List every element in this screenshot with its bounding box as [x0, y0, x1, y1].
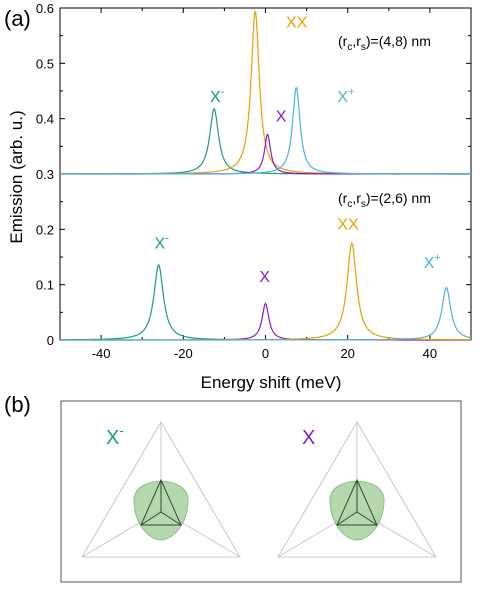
tetrahedron-inset-2: X: [277, 421, 437, 558]
inner-edge: [336, 511, 358, 526]
series-line-X-group-2: [60, 302, 471, 341]
series-label-Xminus-group-2: X-: [155, 233, 170, 253]
series-line-X-group-1: [60, 134, 471, 175]
plot-axes: -40 -20 0 20 40 0 0.1 0.2 0.3 0.4 0.5 0.6: [36, 1, 472, 361]
tetrahedron-outline: [277, 421, 437, 558]
series-label-X-group-2: X: [259, 269, 270, 286]
group-annotation-1: (rc,rs)=(4,8) nm: [338, 33, 431, 53]
inner-edge: [160, 511, 182, 526]
panel-b-label: (b): [4, 392, 31, 417]
series-layer: [60, 11, 472, 341]
y-tick-label: 0.4: [36, 112, 54, 127]
x-axis-title: Energy shift (meV): [201, 373, 342, 392]
group-annotation-2: (rc,rs)=(2,6) nm: [338, 190, 431, 210]
y-tick-label: 0: [47, 333, 54, 348]
x-tick-label: 0: [262, 346, 269, 361]
y-tick-label: 0.5: [36, 56, 54, 71]
inner-tetrahedron: [140, 478, 182, 526]
inner-edge: [356, 511, 378, 526]
panel-b-frame: [60, 400, 462, 583]
series-label-XX-group-1: XX: [286, 14, 308, 31]
series-line-Xplus-group-1: [60, 87, 471, 175]
y-tick-label: 0.3: [36, 167, 54, 182]
series-label-X-group-1: X: [276, 108, 287, 125]
inner-edge: [140, 511, 162, 526]
inset-label-2: X: [302, 427, 315, 449]
x-tick-label: 20: [340, 346, 354, 361]
x-tick-label: -40: [92, 346, 111, 361]
inset-label-1: X-: [106, 423, 124, 449]
series-label-Xplus-group-1: X+: [337, 86, 354, 106]
x-tick-label: 40: [423, 346, 437, 361]
x-tick-label: -20: [174, 346, 193, 361]
series-line-XX-group-2: [60, 241, 471, 341]
series-label-Xplus-group-2: X+: [424, 252, 441, 272]
y-tick-label: 0.2: [36, 222, 54, 237]
series-label-XX-group-2: XX: [337, 216, 359, 233]
panel-b: X- X: [60, 400, 462, 583]
series-line-Xplus-group-2: [60, 286, 472, 341]
y-tick-label: 0.1: [36, 278, 54, 293]
inner-tetrahedron: [336, 478, 378, 526]
y-axis-title: Emission (arb. u.): [7, 110, 26, 243]
tetrahedron-outline: [81, 421, 241, 558]
panel-a-label: (a): [4, 6, 31, 31]
tetrahedron-inset-1: X-: [81, 421, 241, 558]
series-label-Xminus-group-1: X-: [210, 86, 225, 106]
y-tick-label: 0.6: [36, 1, 54, 16]
